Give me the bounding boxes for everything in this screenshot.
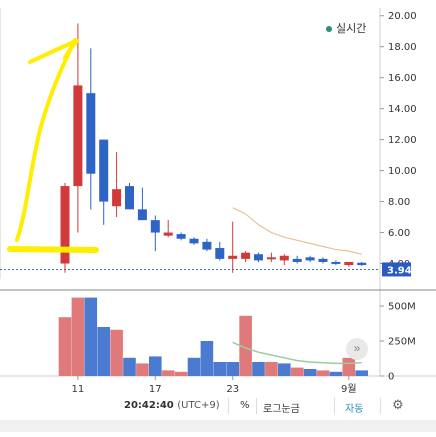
annotation-arrowhead [28,38,80,64]
candle-body [189,238,199,244]
y-tick-label: 18.00 [388,42,417,53]
candle-body [357,262,367,266]
candle-body [99,139,109,202]
price-moving-average [232,207,362,255]
bottom-band [0,420,436,432]
volume-bar [303,369,317,376]
auto-scale-button[interactable]: 자동 [345,404,364,415]
y-tick-label: 6.00 [388,228,410,239]
volume-bar [329,371,343,376]
vol-tick-label: 0 [388,372,394,383]
volume-bar [136,363,149,376]
candle-body [86,93,96,174]
divider [380,398,381,414]
candle-body [292,258,302,262]
candle-body [254,254,263,261]
volume-bar [265,362,278,376]
volume-bar [290,367,304,376]
candle-body [137,209,147,221]
x-tick-label: 17 [149,384,162,395]
volume-bar [84,297,98,376]
candle-body [125,186,134,210]
vol-tick-label: 250M [388,337,416,348]
gear-icon[interactable]: ⚙ [392,398,404,413]
candle-body [318,258,328,262]
candle-body [215,248,225,259]
volume-bar [97,327,110,376]
volume-bar [355,370,368,376]
volume-bar [278,363,291,376]
last-price-label: 3.94 [387,265,412,276]
volume-bar [149,356,162,376]
candle-body [228,255,238,259]
candle-body [163,232,173,236]
live-dot-icon [326,26,332,32]
candle-body [176,234,186,239]
percent-button[interactable]: % [240,400,250,411]
candle-body [112,189,122,207]
volume-bar [187,357,201,376]
candle-body [344,261,354,266]
y-tick-label: 14.00 [388,104,417,115]
volume-bar [252,362,265,376]
scroll-forward-button[interactable]: » [346,338,368,360]
clock: 20:42:40 (UTC+9) [124,400,220,411]
y-tick-label: 16.00 [388,73,417,84]
divider [228,398,229,414]
live-badge: 실시간 [326,20,366,36]
volume-bar [174,371,188,376]
log-scale-button[interactable]: 로그눈금 [263,404,300,415]
candle-body [150,220,160,233]
vol-tick-label: 500M [388,302,416,313]
y-tick-label: 20.00 [388,11,417,22]
volume-bar [161,370,175,376]
volume-bar [342,357,356,376]
volume-bar [123,357,136,376]
candle-body [279,255,289,261]
live-label: 실시간 [336,22,367,35]
volume-bar [213,362,227,376]
timezone: (UTC+9) [177,400,220,411]
y-tick-label: 8.00 [388,197,410,208]
candle-body [60,186,70,264]
y-tick-label: 10.00 [388,166,417,177]
volume-bar [58,317,72,376]
divider [256,398,257,414]
volume-bar [316,370,330,376]
volume-bar [200,341,214,376]
volume-bar [71,297,85,376]
x-tick-label: 9월 [341,383,357,395]
clock-time: 20:42:40 [124,400,174,411]
annotation-stroke [15,38,77,242]
candle-body [331,261,341,264]
divider [334,398,335,414]
volume-bar [226,362,239,376]
candle-body [266,257,276,260]
volume-moving-average [232,341,362,365]
annotation-baseline [7,246,99,253]
chart-footer: 20:42:40 (UTC+9) % 로그눈금 자동 ⚙ [0,394,436,420]
candle-body [202,241,212,250]
candle-body [305,257,315,261]
y-tick-label: 12.00 [388,135,417,146]
volume-bar [239,315,252,376]
candle-body [241,252,251,259]
candle-body [73,85,83,187]
last-price-tag [382,262,411,277]
x-tick-label: 23 [226,384,239,395]
x-tick-label: 11 [72,384,85,395]
volume-bar [110,329,123,376]
